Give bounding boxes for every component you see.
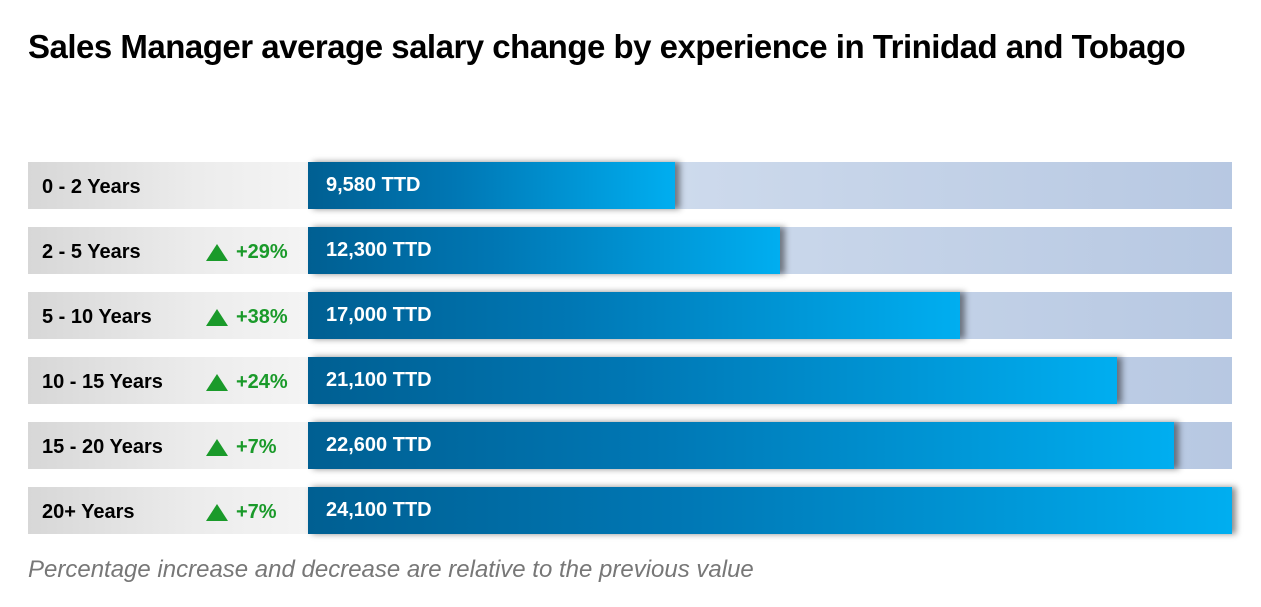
change-percent: +7%	[236, 436, 277, 458]
bar-track: 24,100 TTD	[308, 487, 1232, 534]
category-cell: 5 - 10 Years +38%	[28, 292, 308, 339]
change-indicator: +7%	[206, 422, 277, 469]
category-cell: 0 - 2 Years	[28, 162, 308, 209]
category-cell: 20+ Years +7%	[28, 487, 308, 534]
category-label: 0 - 2 Years	[42, 176, 141, 198]
chart-title: Sales Manager average salary change by e…	[28, 28, 1186, 65]
bar-row: 20+ Years +7% 24,100 TTD	[28, 487, 1232, 534]
bar: 17,000 TTD	[308, 292, 960, 339]
category-cell: 2 - 5 Years +29%	[28, 227, 308, 274]
change-indicator: +24%	[206, 357, 288, 404]
bar-rows: 0 - 2 Years 9,580 TTD 2 - 5 Years +29% 12,30…	[28, 162, 1232, 552]
change-indicator: +7%	[206, 487, 277, 534]
category-cell: 15 - 20 Years +7%	[28, 422, 308, 469]
change-indicator: +29%	[206, 227, 288, 274]
change-indicator: +38%	[206, 292, 288, 339]
bar-value-label: 24,100 TTD	[326, 499, 432, 521]
bar-track: 22,600 TTD	[308, 422, 1232, 469]
bar-track: 9,580 TTD	[308, 162, 1232, 209]
footnote: Percentage increase and decrease are rel…	[28, 556, 754, 583]
category-label: 20+ Years	[42, 501, 135, 523]
triangle-up-icon	[206, 439, 228, 456]
bar-track: 21,100 TTD	[308, 357, 1232, 404]
bar-track: 12,300 TTD	[308, 227, 1232, 274]
triangle-up-icon	[206, 309, 228, 326]
category-label: 2 - 5 Years	[42, 241, 141, 263]
bar-row: 10 - 15 Years +24% 21,100 TTD	[28, 357, 1232, 404]
change-percent: +7%	[236, 501, 277, 523]
bar-value-label: 17,000 TTD	[326, 304, 432, 326]
bar-value-label: 9,580 TTD	[326, 174, 421, 196]
bar-row: 0 - 2 Years 9,580 TTD	[28, 162, 1232, 209]
bar-row: 2 - 5 Years +29% 12,300 TTD	[28, 227, 1232, 274]
change-percent: +24%	[236, 371, 288, 393]
bar-track: 17,000 TTD	[308, 292, 1232, 339]
category-label: 10 - 15 Years	[42, 371, 163, 393]
bar: 9,580 TTD	[308, 162, 675, 209]
bar-value-label: 22,600 TTD	[326, 434, 432, 456]
bar-value-label: 21,100 TTD	[326, 369, 432, 391]
bar-row: 15 - 20 Years +7% 22,600 TTD	[28, 422, 1232, 469]
bar: 22,600 TTD	[308, 422, 1174, 469]
triangle-up-icon	[206, 504, 228, 521]
bar-value-label: 12,300 TTD	[326, 239, 432, 261]
category-label: 15 - 20 Years	[42, 436, 163, 458]
triangle-up-icon	[206, 374, 228, 391]
change-percent: +38%	[236, 306, 288, 328]
bar: 21,100 TTD	[308, 357, 1117, 404]
bar: 24,100 TTD	[308, 487, 1232, 534]
change-percent: +29%	[236, 241, 288, 263]
category-label: 5 - 10 Years	[42, 306, 152, 328]
category-cell: 10 - 15 Years +24%	[28, 357, 308, 404]
triangle-up-icon	[206, 244, 228, 261]
bar: 12,300 TTD	[308, 227, 780, 274]
bar-row: 5 - 10 Years +38% 17,000 TTD	[28, 292, 1232, 339]
